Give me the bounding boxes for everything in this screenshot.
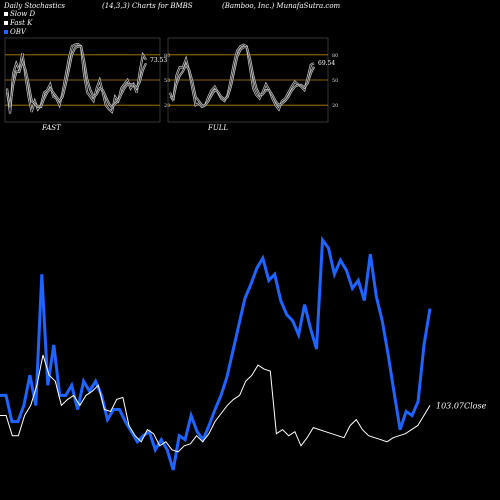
- close-line: [0, 354, 431, 453]
- fast-panel-label: FAST: [41, 124, 62, 132]
- series-line-full-k: [169, 44, 315, 111]
- y-tick-label-20: 20: [332, 103, 338, 109]
- series-line-fast-k: [6, 43, 147, 114]
- legend-label-slow-d: Slow D: [10, 10, 35, 18]
- legend-swatch-obv: [4, 30, 8, 34]
- legend-swatch-slow-d: [4, 12, 8, 16]
- obv-line: [0, 235, 432, 471]
- last-value-label: 69.54: [318, 60, 335, 67]
- y-tick-label-50: 50: [164, 78, 170, 84]
- close-value: 103.07: [436, 401, 465, 410]
- legend-label-fast-k: Fast K: [9, 19, 33, 27]
- header-center: (14,3,3) Charts for BMBS: [102, 2, 193, 10]
- legend-swatch-fast-k: [4, 21, 8, 25]
- y-tick-label-50: 50: [332, 78, 338, 84]
- series-line-full-d: [169, 46, 315, 106]
- series-outline-full-d: [169, 46, 315, 107]
- legend-label-obv: OBV: [10, 28, 27, 36]
- header-left: Daily Stochastics: [3, 2, 65, 10]
- obv-close-panel: 103.07Close: [0, 235, 487, 471]
- legend: Slow D Fast K OBV: [4, 10, 35, 36]
- series-line-slow-d: [6, 46, 147, 109]
- full-panel-label: FULL: [207, 124, 228, 132]
- close-label: Close: [464, 401, 487, 410]
- close-value-label: 103.07Close: [436, 401, 487, 410]
- header-right: (Bamboo, Inc.) MunafaSutra.com: [222, 2, 341, 10]
- y-tick-label-80: 80: [332, 53, 338, 59]
- y-tick-label-20: 20: [164, 103, 170, 109]
- y-tick-label-80: 80: [164, 53, 170, 59]
- last-value-label: 73.53: [150, 57, 167, 64]
